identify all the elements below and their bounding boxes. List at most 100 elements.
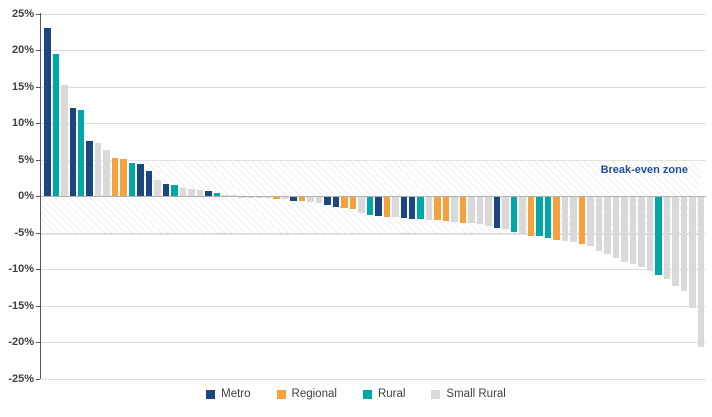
y-tick-label-5%: 5% (18, 153, 34, 166)
y-tick--5% (36, 232, 40, 234)
bar-small-rural (612, 197, 620, 258)
bar-small-rural (179, 188, 187, 196)
gridline--10% (41, 269, 706, 270)
bar-metro (408, 197, 416, 219)
gridline-25% (41, 13, 706, 15)
bar-small-rural (587, 197, 594, 246)
y-tick--15% (36, 305, 40, 307)
bar-rural (544, 197, 552, 238)
bar-small-rural (247, 197, 255, 198)
bar-small-rural (561, 197, 569, 241)
bar-small-rural (663, 197, 671, 279)
bar-small-rural (646, 197, 654, 271)
gridline-0% (41, 196, 706, 197)
bar-regional (298, 197, 306, 201)
bar-small-rural (315, 197, 323, 203)
gridline--20% (41, 342, 706, 343)
bar-small-rural (392, 197, 399, 218)
bar-small-rural (604, 197, 611, 254)
bar-small-rural (638, 197, 645, 268)
bar-small-rural (103, 150, 110, 196)
bar-small-rural (570, 197, 577, 243)
y-tick-label-10%: 10% (11, 117, 34, 129)
gridline--15% (41, 305, 706, 307)
legend-swatch-icon (276, 389, 286, 399)
bar-small-rural (222, 194, 229, 196)
bar-small-rural (281, 197, 289, 200)
bar-rural (52, 54, 59, 196)
bar-small-rural (485, 197, 492, 227)
y-tick-label--15%: -15% (8, 299, 34, 312)
y-tick-5% (36, 159, 40, 161)
bar-regional (434, 197, 441, 221)
bar-small-rural (358, 197, 365, 214)
bar-small-rural (672, 197, 679, 287)
bar-small-rural (196, 190, 204, 196)
legend-label: Regional (291, 388, 337, 400)
legend-label: Rural (377, 388, 406, 400)
bar-rural (366, 197, 373, 216)
bar-small-rural (697, 197, 704, 347)
bar-regional (273, 197, 280, 199)
y-tick-label-0%: 0% (18, 190, 34, 202)
bar-metro (205, 190, 212, 196)
bar-small-rural (239, 197, 246, 198)
bar-rural (510, 197, 518, 232)
break-even-zone-label: Break-even zone (600, 164, 688, 176)
bar-regional (341, 197, 348, 208)
bar-small-rural (629, 197, 637, 265)
bar-regional (442, 197, 450, 222)
y-tick-label--10%: -10% (8, 263, 34, 275)
bar-regional (383, 197, 390, 217)
bar-metro (290, 197, 297, 201)
y-tick-label-25%: 25% (11, 7, 34, 20)
bar-small-rural (256, 197, 263, 198)
bar-small-rural (476, 197, 484, 224)
bar-metro (375, 197, 382, 216)
legend-swatch-icon (362, 389, 372, 399)
legend-label: Metro (221, 388, 251, 400)
y-tick-label-20%: 20% (11, 44, 34, 56)
bar-regional (459, 197, 467, 223)
bar-rural (128, 163, 136, 197)
bar-small-rural (451, 197, 458, 222)
y-tick-25% (36, 13, 40, 15)
bar-regional (349, 197, 356, 209)
bar-metro (44, 28, 51, 196)
bar-metro (332, 197, 340, 207)
y-tick-15% (36, 86, 40, 88)
bar-small-rural (519, 197, 526, 235)
y-tick-label-15%: 15% (11, 80, 34, 93)
bar-metro (324, 197, 331, 205)
bar-small-rural (621, 197, 628, 262)
bar-small-rural (61, 85, 68, 196)
bar-rural (417, 197, 424, 219)
legend-item-small-rural: Small Rural (431, 388, 506, 400)
bar-metro (86, 141, 93, 197)
gridline--5% (41, 232, 706, 234)
legend-item-metro: Metro (206, 388, 251, 400)
bar-small-rural (425, 197, 433, 220)
gridline-20% (41, 50, 706, 51)
bar-small-rural (264, 197, 272, 199)
bar-metro (493, 197, 501, 228)
bar-small-rural (94, 143, 102, 196)
bar-rural (77, 109, 85, 196)
bar-metro (137, 163, 144, 196)
bar-metro (400, 197, 407, 219)
bar-regional (120, 158, 127, 196)
gridline-10% (41, 123, 706, 124)
legend-swatch-icon (206, 389, 216, 399)
bar-rural (536, 197, 543, 237)
bar-small-rural (502, 197, 509, 230)
y-tick-20% (36, 50, 40, 51)
bar-rural (171, 185, 178, 196)
bar-metro (145, 171, 153, 196)
bar-regional (578, 197, 586, 244)
bar-small-rural (689, 197, 696, 308)
legend: Metro Regional Rural Small Rural (0, 388, 712, 400)
bar-small-rural (188, 189, 195, 196)
legend-label: Small Rural (446, 388, 506, 400)
gridline-15% (41, 86, 706, 88)
